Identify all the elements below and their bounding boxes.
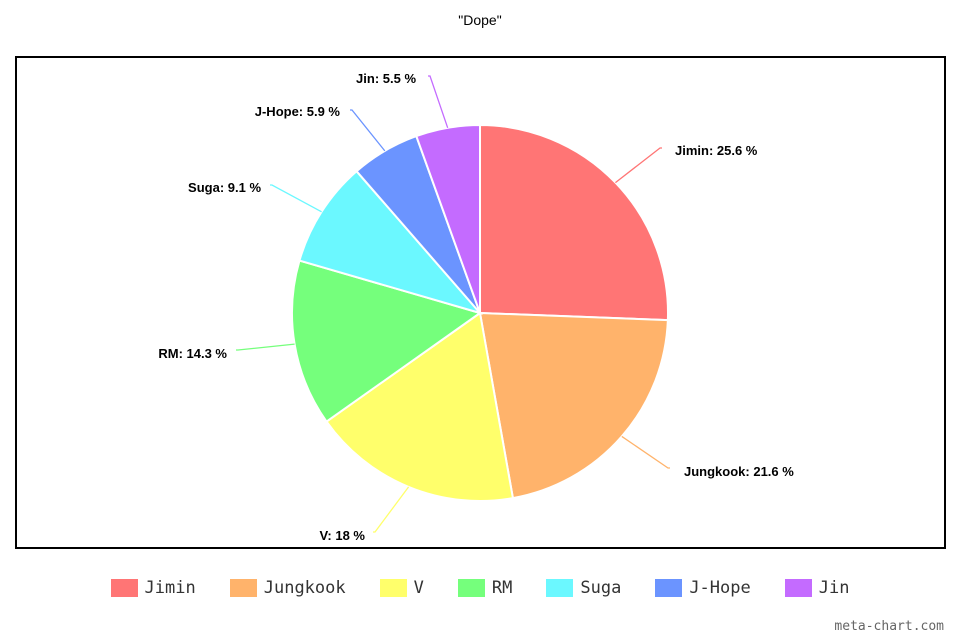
slice-label: J-Hope: 5.9 % (255, 104, 341, 119)
legend-item[interactable]: Suga (546, 578, 621, 598)
legend-item[interactable]: Jungkook (229, 578, 346, 598)
pie-slice-v (325, 311, 515, 502)
legend-swatch (655, 579, 683, 597)
legend-item[interactable]: Jin (784, 578, 850, 598)
label-connector (373, 486, 410, 533)
slice-label: Jimin: 25.6 % (675, 143, 758, 158)
slice-label: RM: 14.3 % (158, 346, 227, 361)
legend-label: Jimin (144, 578, 196, 598)
label-connector (621, 435, 670, 469)
legend-swatch (229, 579, 257, 597)
legend-label: RM (491, 578, 513, 598)
slice-label: V: 18 % (319, 528, 365, 543)
legend-item[interactable]: RM (457, 578, 513, 598)
pie-slice-rm (291, 259, 483, 423)
label-connector (615, 147, 662, 184)
legend-swatch (457, 579, 485, 597)
legend: Jimin Jungkook V RM Suga J-Hope Jin (0, 578, 960, 598)
label-connector (236, 343, 295, 351)
slice-label: Jin: 5.5 % (356, 71, 416, 86)
pie-slice-suga (298, 169, 483, 315)
legend-swatch (546, 579, 574, 597)
chart-title: "Dope" (458, 12, 502, 28)
pie-slice-jimin (479, 123, 669, 322)
legend-swatch (379, 579, 407, 597)
label-connector (270, 184, 322, 213)
label-connector (428, 75, 449, 129)
legend-item[interactable]: Jimin (110, 578, 196, 598)
slice-label: Jungkook: 21.6 % (684, 464, 794, 479)
legend-swatch (784, 579, 812, 597)
plot-frame (15, 56, 946, 549)
legend-label: J-Hope (689, 578, 751, 598)
legend-swatch (110, 579, 138, 597)
legend-label: Jin (818, 578, 850, 598)
slice-label: Suga: 9.1 % (188, 180, 261, 195)
legend-label: V (413, 578, 424, 598)
label-connector (350, 109, 386, 152)
watermark: meta-chart.com (834, 619, 944, 634)
pie-slice-jungkook (478, 311, 669, 500)
legend-label: Jungkook (263, 578, 346, 598)
legend-item[interactable]: V (379, 578, 424, 598)
legend-item[interactable]: J-Hope (655, 578, 751, 598)
legend-label: Suga (580, 578, 622, 598)
